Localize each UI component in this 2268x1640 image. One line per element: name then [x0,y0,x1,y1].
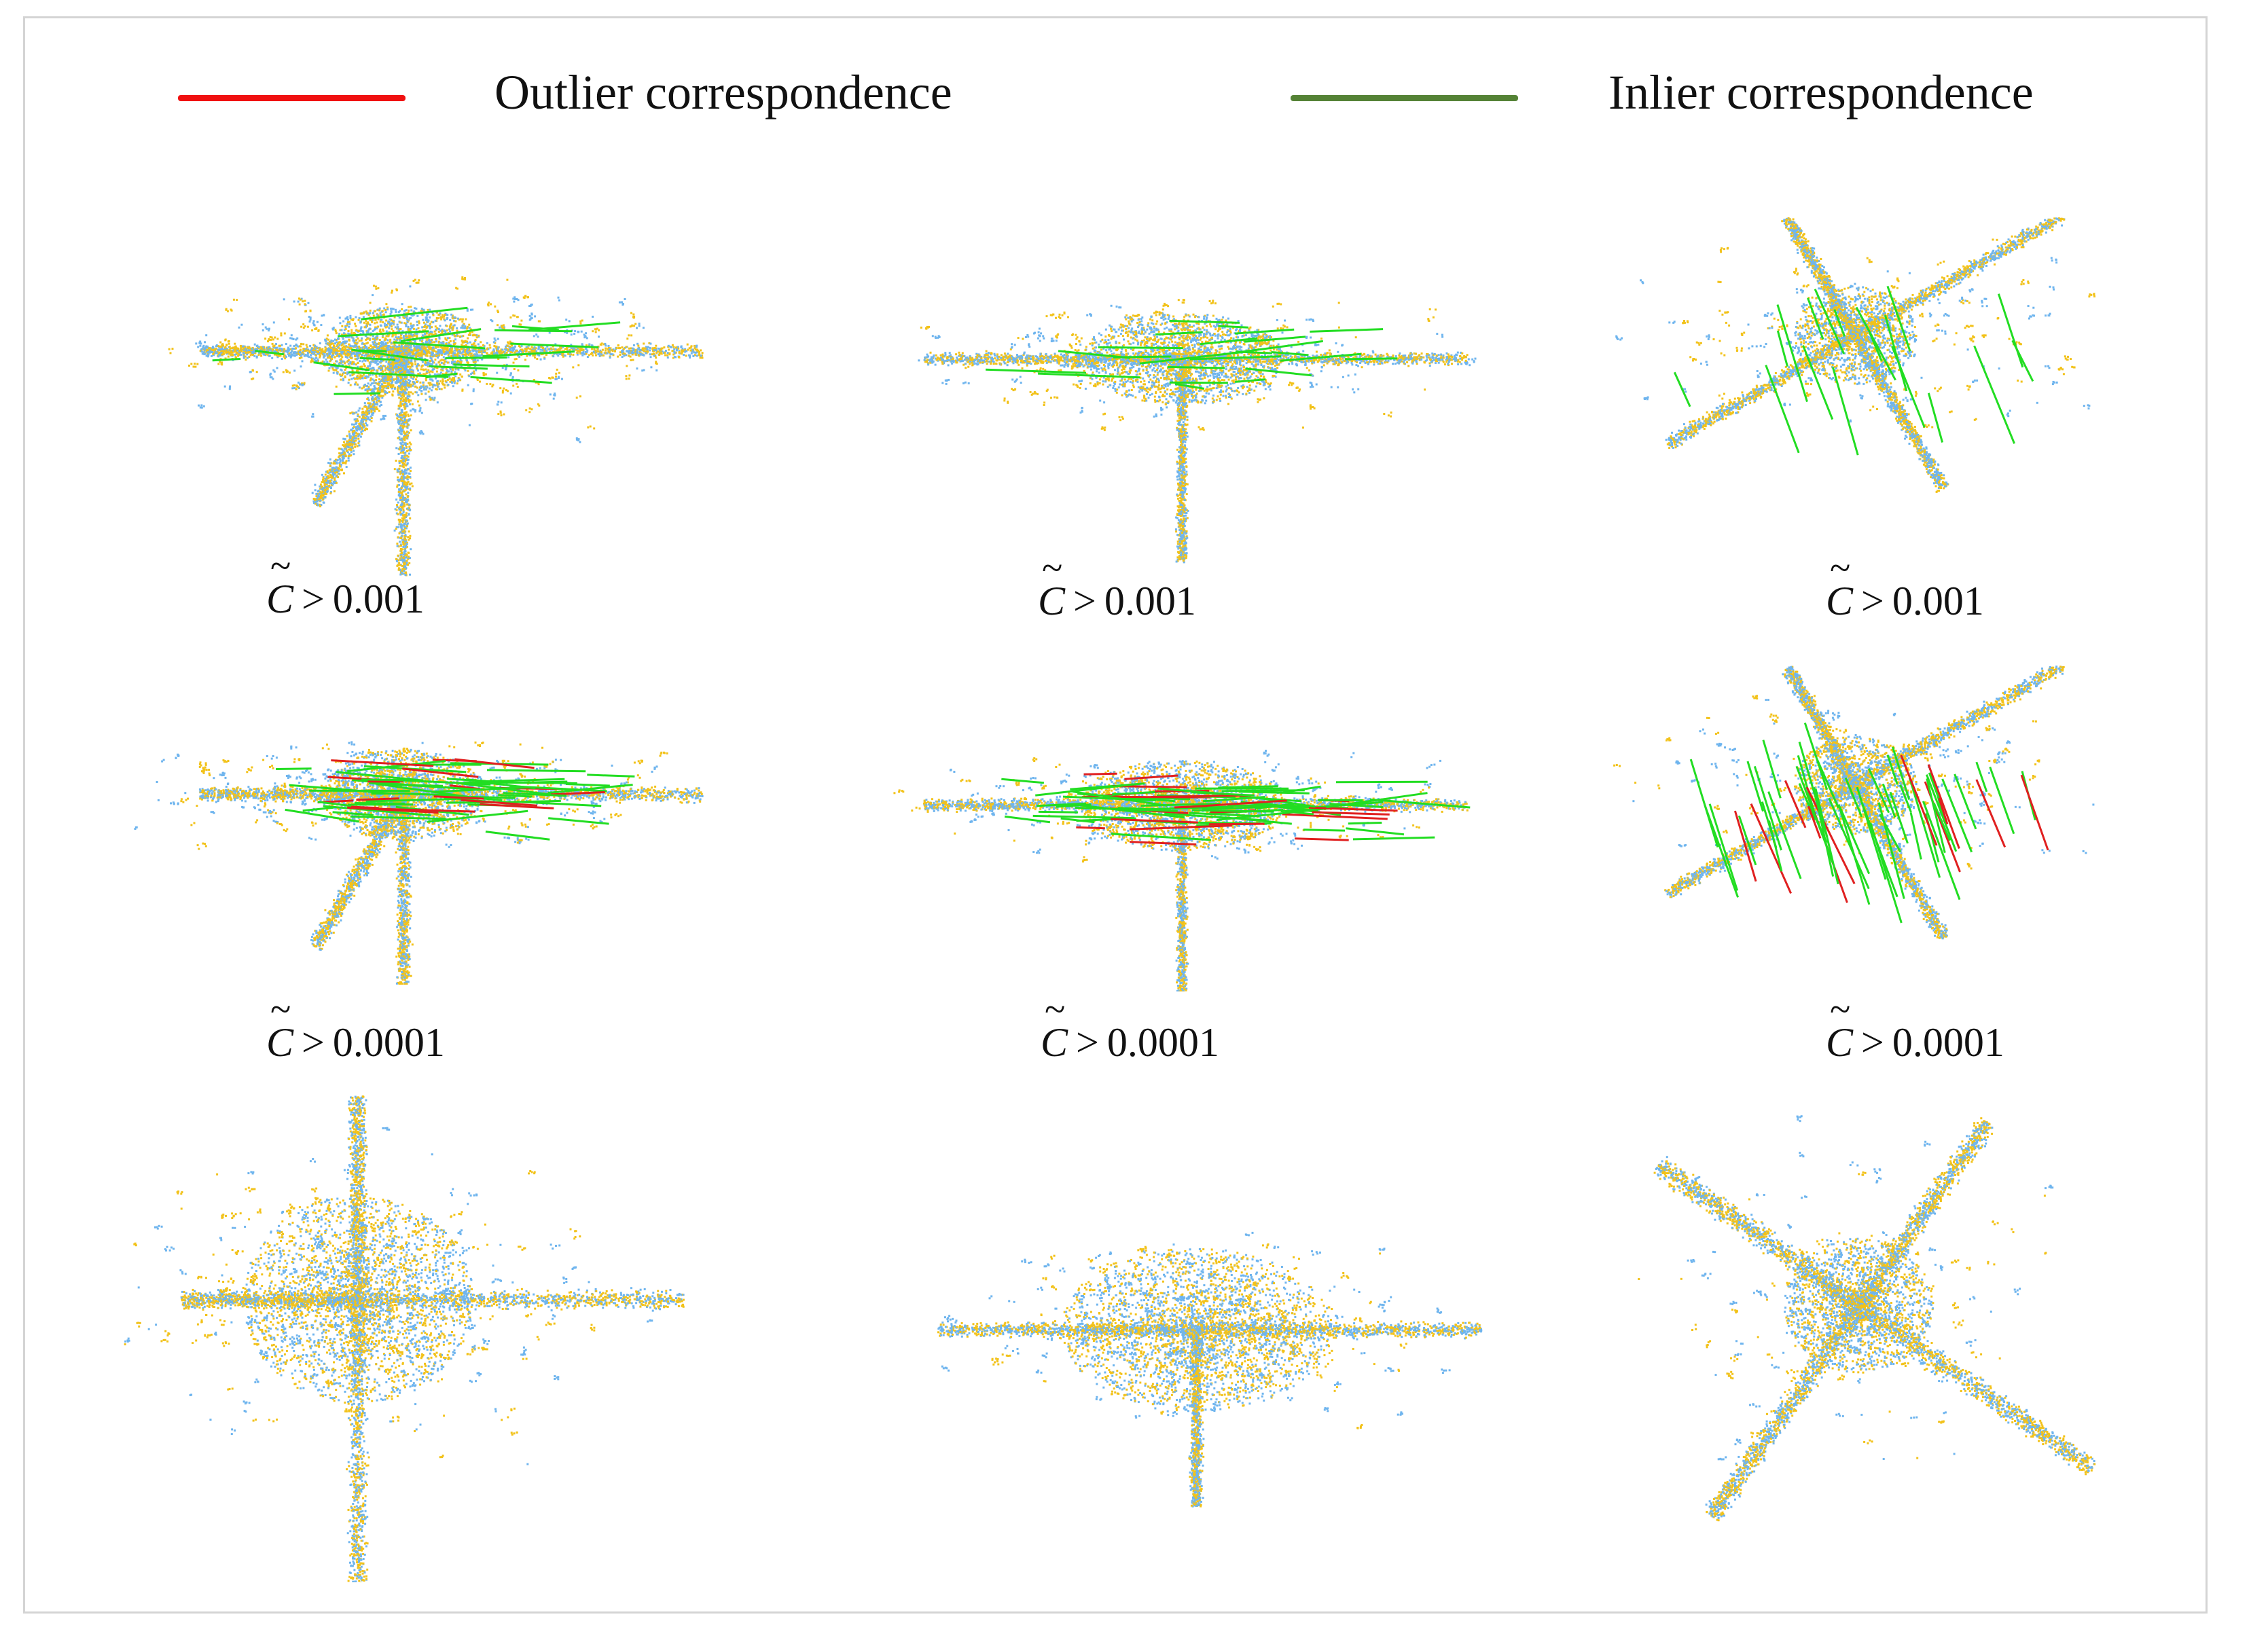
tilde-r2-c1: ~ [270,991,291,1029]
point-cloud-r2-c1 [134,741,704,985]
point-cloud-scatter [1615,217,2095,493]
caption-r2-c1: ~ C >0.0001 [266,991,445,1065]
tilde-r1-c1: ~ [270,547,291,585]
gt-r1-c3: > [1861,579,1884,623]
caption-r2-c2: ~ C >0.0001 [1041,991,1219,1065]
correspondence-lines [1001,772,1471,845]
correspondence-lines [1689,723,2049,924]
threshold-r2-c2: 0.0001 [1107,1020,1219,1065]
c-symbol-r2-c1: C [266,1020,293,1065]
gt-r2-c1: > [302,1020,325,1065]
threshold-r1-c2: 0.001 [1104,579,1196,623]
tilde-r1-c2: ~ [1042,549,1062,587]
threshold-r2-c1: 0.0001 [333,1020,445,1065]
correspondence-lines [1673,285,2034,456]
point-cloud-r3-c1 [124,1095,685,1582]
panel-r2-c2 [835,679,1555,1073]
point-cloud-scatter [168,276,704,577]
c-symbol-r1-c1: C [266,577,293,621]
gt-r1-c1: > [302,577,325,621]
threshold-r2-c3: 0.0001 [1892,1020,2004,1065]
caption-r2-c3: ~ C >0.0001 [1826,991,2004,1065]
point-cloud-scatter [1613,666,2095,940]
point-cloud-scatter [1638,1115,2096,1522]
panel-r3-c2 [856,1114,1576,1508]
panel-r2-c3 [1569,666,2268,1059]
panel-r3-c3 [1596,1066,2268,1522]
gt-r1-c2: > [1073,579,1096,623]
point-cloud-r2-c2 [893,750,1471,991]
panel-r1-c1 [129,224,849,618]
point-cloud-scatter [134,741,704,985]
point-cloud-r1-c2 [918,299,1477,564]
correspondence-lines [986,319,1398,390]
tilde-r2-c2: ~ [1045,991,1065,1029]
panel-r1-c3 [1569,217,2268,611]
threshold-r1-c1: 0.001 [333,577,425,621]
tilde-r1-c3: ~ [1830,549,1850,587]
c-symbol-r1-c3: C [1826,579,1853,623]
c-symbol-r2-c2: C [1041,1020,1068,1065]
caption-r1-c1: ~ C >0.001 [266,547,425,621]
correspondence-lines [276,758,635,841]
point-cloud-r1-c3 [1615,217,2095,493]
c-symbol-r1-c2: C [1038,579,1065,623]
point-cloud-r2-c3 [1613,666,2095,940]
outlier-legend-label: Outlier correspondence [494,68,952,117]
point-cloud-scatter [124,1095,685,1582]
point-cloud-r1-c1 [168,276,704,577]
point-cloud-r3-c3 [1638,1115,2096,1522]
tilde-r2-c3: ~ [1830,991,1850,1029]
point-cloud-scatter [918,299,1477,564]
inlier-legend-label: Inlier correspondence [1608,68,2034,117]
gt-r2-c2: > [1076,1020,1099,1065]
panel-r1-c2 [835,224,1555,618]
point-cloud-scatter [893,750,1469,991]
point-cloud-r3-c2 [937,1231,1483,1508]
correspondence-lines [212,306,621,395]
inlier-legend-swatch [1291,95,1518,101]
panel-r3-c1 [122,1093,842,1582]
caption-r1-c3: ~ C >0.001 [1826,549,1984,623]
figure-frame [23,16,2208,1614]
gt-r2-c3: > [1861,1020,1884,1065]
caption-r1-c2: ~ C >0.001 [1038,549,1196,623]
panel-r2-c1 [129,686,849,1080]
point-cloud-scatter [937,1231,1483,1508]
outlier-legend-swatch [178,95,406,101]
threshold-r1-c3: 0.001 [1892,579,1984,623]
c-symbol-r2-c3: C [1826,1020,1853,1065]
